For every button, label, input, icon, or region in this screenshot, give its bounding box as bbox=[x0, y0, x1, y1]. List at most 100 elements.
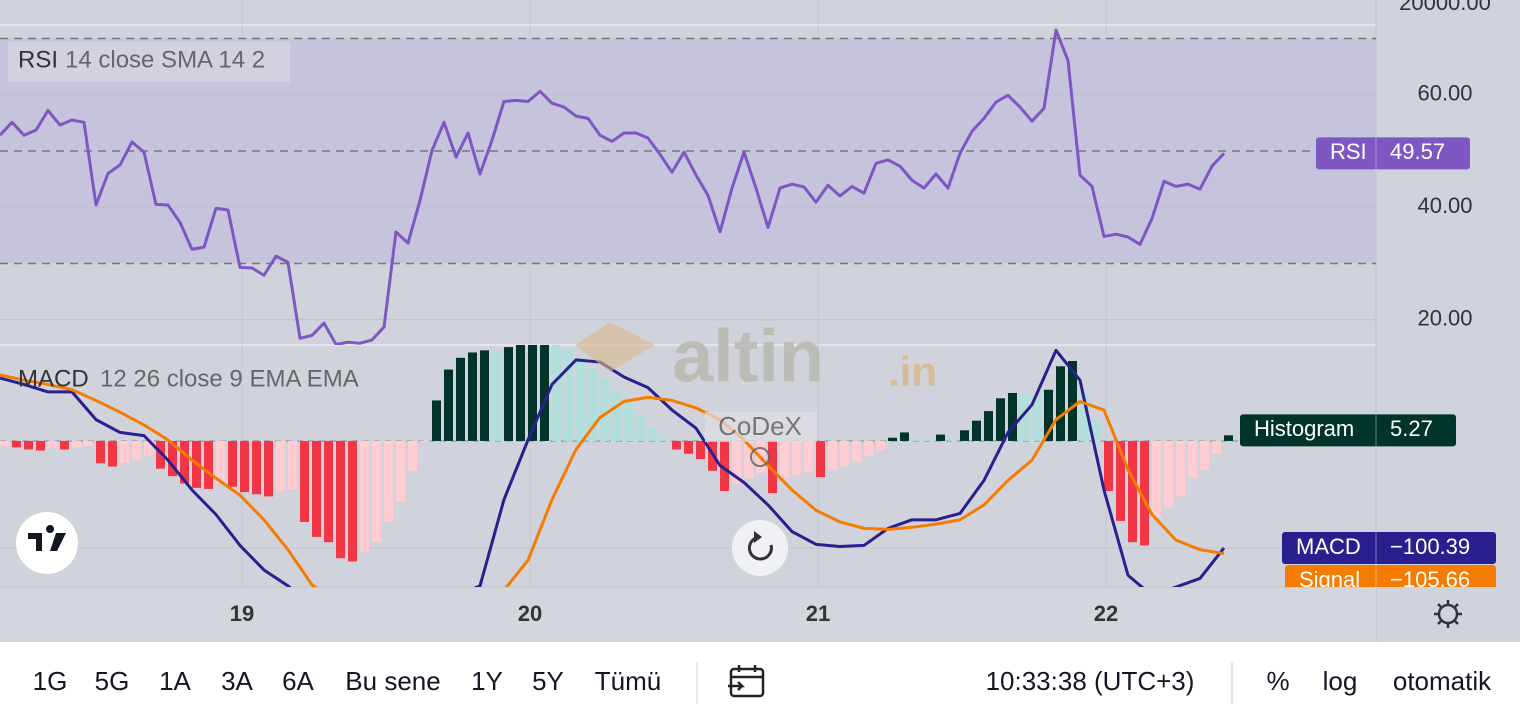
histogram-bar bbox=[384, 440, 393, 522]
histogram-bar bbox=[912, 438, 921, 441]
time-label: 20 bbox=[518, 601, 542, 626]
histogram-bar bbox=[288, 440, 297, 489]
histogram-bar bbox=[672, 440, 681, 450]
histogram-bar bbox=[1140, 440, 1149, 546]
scale-option[interactable]: otomatik bbox=[1393, 666, 1492, 696]
rsi-title: RSI bbox=[18, 46, 58, 73]
histogram-bar bbox=[1200, 440, 1209, 470]
rsi-tick-label: 20.00 bbox=[1417, 306, 1472, 331]
price-badge: RSI 49.57 bbox=[1316, 137, 1470, 170]
calendar-icon[interactable] bbox=[729, 667, 765, 698]
range-button[interactable]: Bu sene bbox=[345, 666, 440, 696]
histogram-bar bbox=[744, 440, 753, 479]
toolbar bbox=[0, 642, 1520, 720]
watermark-logo bbox=[575, 322, 655, 372]
histogram-bar bbox=[900, 432, 909, 441]
histogram-bar bbox=[1044, 389, 1053, 441]
histogram-bar bbox=[696, 440, 705, 460]
badge-name: Signal bbox=[1299, 567, 1360, 592]
histogram-bar bbox=[780, 440, 789, 478]
histogram-bar bbox=[576, 357, 585, 441]
histogram-bar bbox=[1092, 419, 1101, 441]
reset-button[interactable] bbox=[732, 520, 788, 576]
histogram-bar bbox=[456, 357, 465, 441]
scale-option[interactable]: log bbox=[1323, 666, 1358, 696]
calendar-detail bbox=[728, 665, 763, 691]
badge-box bbox=[1240, 414, 1456, 447]
badge-box bbox=[1316, 137, 1470, 170]
watermark-sub: CoDeX bbox=[718, 411, 802, 441]
histogram-bar bbox=[1104, 440, 1113, 492]
badge-value: −105.66 bbox=[1390, 567, 1470, 592]
histogram-bar bbox=[492, 351, 501, 441]
range-button[interactable]: 1Y bbox=[471, 666, 503, 696]
histogram-bar bbox=[276, 440, 285, 492]
histogram-bar bbox=[864, 440, 873, 456]
histogram-bar bbox=[732, 440, 741, 484]
histogram-bar bbox=[432, 400, 441, 441]
histogram-bar bbox=[12, 440, 21, 448]
badge-name: Histogram bbox=[1254, 416, 1354, 441]
reset-circle[interactable] bbox=[732, 520, 788, 576]
rsi-line bbox=[0, 28, 1226, 345]
histogram-bar bbox=[1212, 440, 1221, 454]
reset-arrow bbox=[754, 531, 762, 543]
histogram-bar bbox=[804, 440, 813, 472]
histogram-bar bbox=[1224, 435, 1233, 441]
histogram-bar bbox=[1116, 440, 1125, 521]
histogram-bar bbox=[396, 440, 405, 502]
histogram-bar bbox=[48, 440, 57, 448]
histogram-bar bbox=[960, 430, 969, 441]
reset-icon bbox=[747, 535, 773, 561]
range-button[interactable]: 6A bbox=[282, 666, 314, 696]
histogram-bar bbox=[516, 345, 525, 441]
badge-box bbox=[1285, 564, 1496, 587]
logo-circle[interactable] bbox=[16, 512, 78, 574]
histogram-bar bbox=[120, 440, 129, 464]
scale-option[interactable]: % bbox=[1266, 666, 1289, 696]
histogram-bar bbox=[840, 440, 849, 467]
histogram-bar bbox=[660, 436, 669, 441]
histogram-bar bbox=[972, 420, 981, 441]
histogram-bar bbox=[0, 440, 9, 447]
badge-box bbox=[1282, 531, 1496, 564]
range-button[interactable]: 1A bbox=[159, 666, 191, 696]
histogram-bar bbox=[852, 440, 861, 462]
legend-box bbox=[8, 42, 290, 82]
settings-gear[interactable] bbox=[1434, 600, 1462, 628]
histogram-bar bbox=[552, 345, 561, 441]
histogram-bar bbox=[24, 440, 33, 450]
histogram-bar bbox=[624, 402, 633, 441]
range-button[interactable]: 1G bbox=[33, 666, 68, 696]
date-range-button[interactable] bbox=[728, 665, 765, 698]
histogram-bar bbox=[768, 440, 777, 494]
range-button[interactable]: 5G bbox=[95, 666, 130, 696]
histogram-bar bbox=[264, 440, 273, 497]
histogram-bar bbox=[564, 349, 573, 441]
histogram-bar bbox=[1068, 360, 1077, 441]
clock: 10:33:38 (UTC+3) bbox=[986, 666, 1195, 696]
histogram-bar bbox=[132, 440, 141, 460]
histogram-bar bbox=[324, 440, 333, 543]
histogram-bar bbox=[816, 440, 825, 478]
histogram-bar bbox=[984, 411, 993, 441]
histogram-bar bbox=[528, 345, 537, 441]
histogram-bar bbox=[372, 440, 381, 543]
histogram-bar bbox=[1008, 392, 1017, 441]
range-button[interactable]: 5Y bbox=[532, 666, 564, 696]
histogram-bar bbox=[156, 440, 165, 469]
price-label: 20000.00 bbox=[1399, 0, 1491, 15]
histogram-bar bbox=[1020, 394, 1029, 441]
histogram-bar bbox=[996, 398, 1005, 441]
tradingview-logo[interactable] bbox=[16, 512, 78, 574]
range-button[interactable]: Tümü bbox=[595, 666, 661, 696]
histogram-bar bbox=[216, 440, 225, 484]
badge-value: 5.27 bbox=[1390, 416, 1433, 441]
histogram-bar bbox=[1176, 440, 1185, 497]
watermark-brand: altin bbox=[672, 315, 824, 398]
histogram-bar bbox=[468, 352, 477, 441]
range-button[interactable]: 3A bbox=[221, 666, 253, 696]
macd-params: 12 26 close 9 EMA EMA bbox=[100, 365, 359, 392]
histogram-bar bbox=[204, 440, 213, 489]
